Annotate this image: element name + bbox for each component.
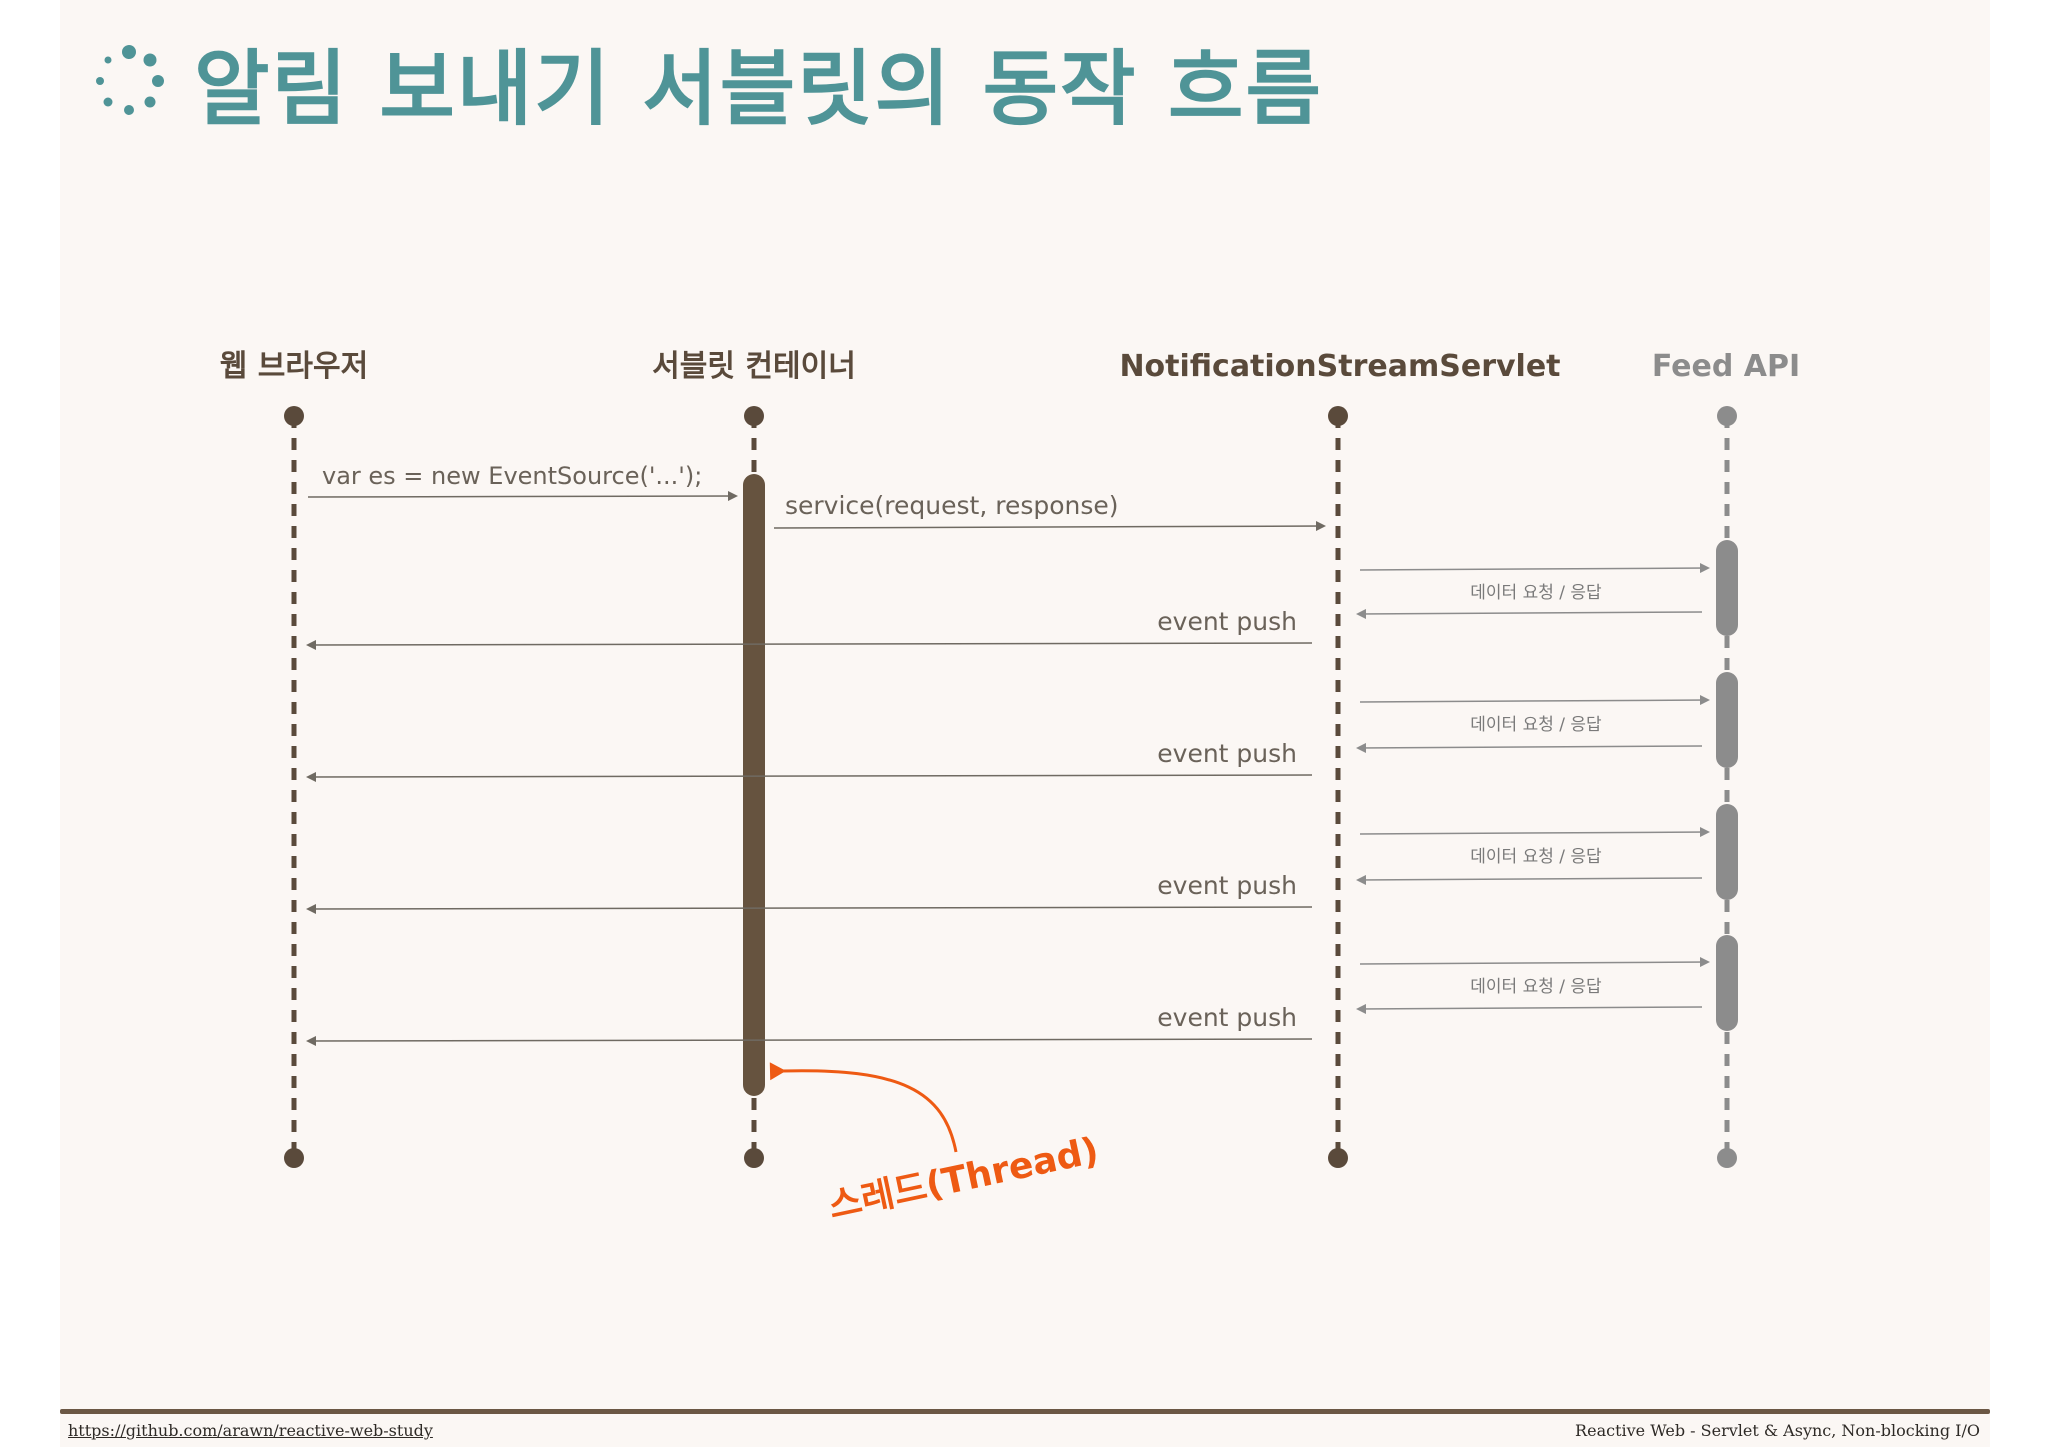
message-arrow-data-response — [1356, 1003, 1703, 1014]
loading-dots-icon — [96, 45, 164, 115]
participant-label-servlet: NotificationStreamServlet — [1119, 349, 1560, 384]
page-title: 알림 보내기 서블릿의 동작 흐름 — [194, 41, 1323, 137]
message-arrow-data-request — [1359, 827, 1710, 838]
footer-divider — [60, 1409, 1990, 1414]
footer-url-link[interactable]: https://github.com/arawn/reactive-web-st… — [68, 1421, 433, 1440]
message-label-event-source: var es = new EventSource('...'); — [322, 462, 702, 490]
lifeline-browser — [284, 406, 304, 1168]
message-label-data-exchange: 데이터 요청 / 응답 — [1470, 583, 1602, 603]
sequence-diagram: 웹 브라우저 서블릿 컨테이너 NotificationStreamServle… — [220, 349, 1800, 1227]
feed-activation-bar — [1716, 672, 1738, 768]
thread-annotation-arrow — [769, 1062, 958, 1153]
feed-activation-bar — [1716, 540, 1738, 636]
message-label-data-exchange: 데이터 요청 / 응답 — [1470, 977, 1602, 997]
title-row: 알림 보내기 서블릿의 동작 흐름 — [92, 26, 1323, 137]
message-arrow-data-response — [1356, 608, 1703, 619]
message-arrow-event-push — [306, 1035, 1313, 1046]
message-arrow-data-response — [1356, 874, 1703, 885]
message-arrow-data-request — [1359, 695, 1710, 706]
footer-subtitle: Reactive Web - Servlet & Async, Non-bloc… — [1575, 1421, 1980, 1440]
message-label-event-push: event push — [1157, 607, 1297, 636]
lifeline-feed — [1717, 406, 1737, 1168]
message-arrow-data-request — [1359, 957, 1710, 968]
lifeline-servlet — [1328, 406, 1348, 1168]
message-label-event-push: event push — [1157, 1003, 1297, 1032]
message-arrow-event-push — [306, 903, 1313, 914]
feed-activation-bar — [1716, 935, 1738, 1031]
message-label-data-exchange: 데이터 요청 / 응답 — [1470, 847, 1602, 867]
message-arrow-event-push — [306, 639, 1313, 650]
message-arrow-event-source — [307, 491, 738, 502]
thread-annotation-label: 스레드(Thread) — [825, 1130, 1102, 1227]
message-label-data-exchange: 데이터 요청 / 응답 — [1470, 715, 1602, 735]
participant-label-browser: 웹 브라우저 — [220, 349, 368, 384]
feed-activation-bar — [1716, 804, 1738, 900]
message-label-service-call: service(request, response) — [785, 491, 1119, 520]
message-label-event-push: event push — [1157, 871, 1297, 900]
thread-activation-bar — [743, 474, 765, 1096]
message-arrow-data-request — [1359, 563, 1710, 574]
message-arrow-event-push — [306, 771, 1313, 782]
message-arrow-service-call — [773, 521, 1326, 532]
participant-label-feed: Feed API — [1652, 349, 1800, 384]
message-arrow-data-response — [1356, 742, 1703, 753]
message-label-event-push: event push — [1157, 739, 1297, 768]
slide — [60, 0, 1990, 1447]
participant-label-container: 서블릿 컨테이너 — [652, 349, 856, 384]
